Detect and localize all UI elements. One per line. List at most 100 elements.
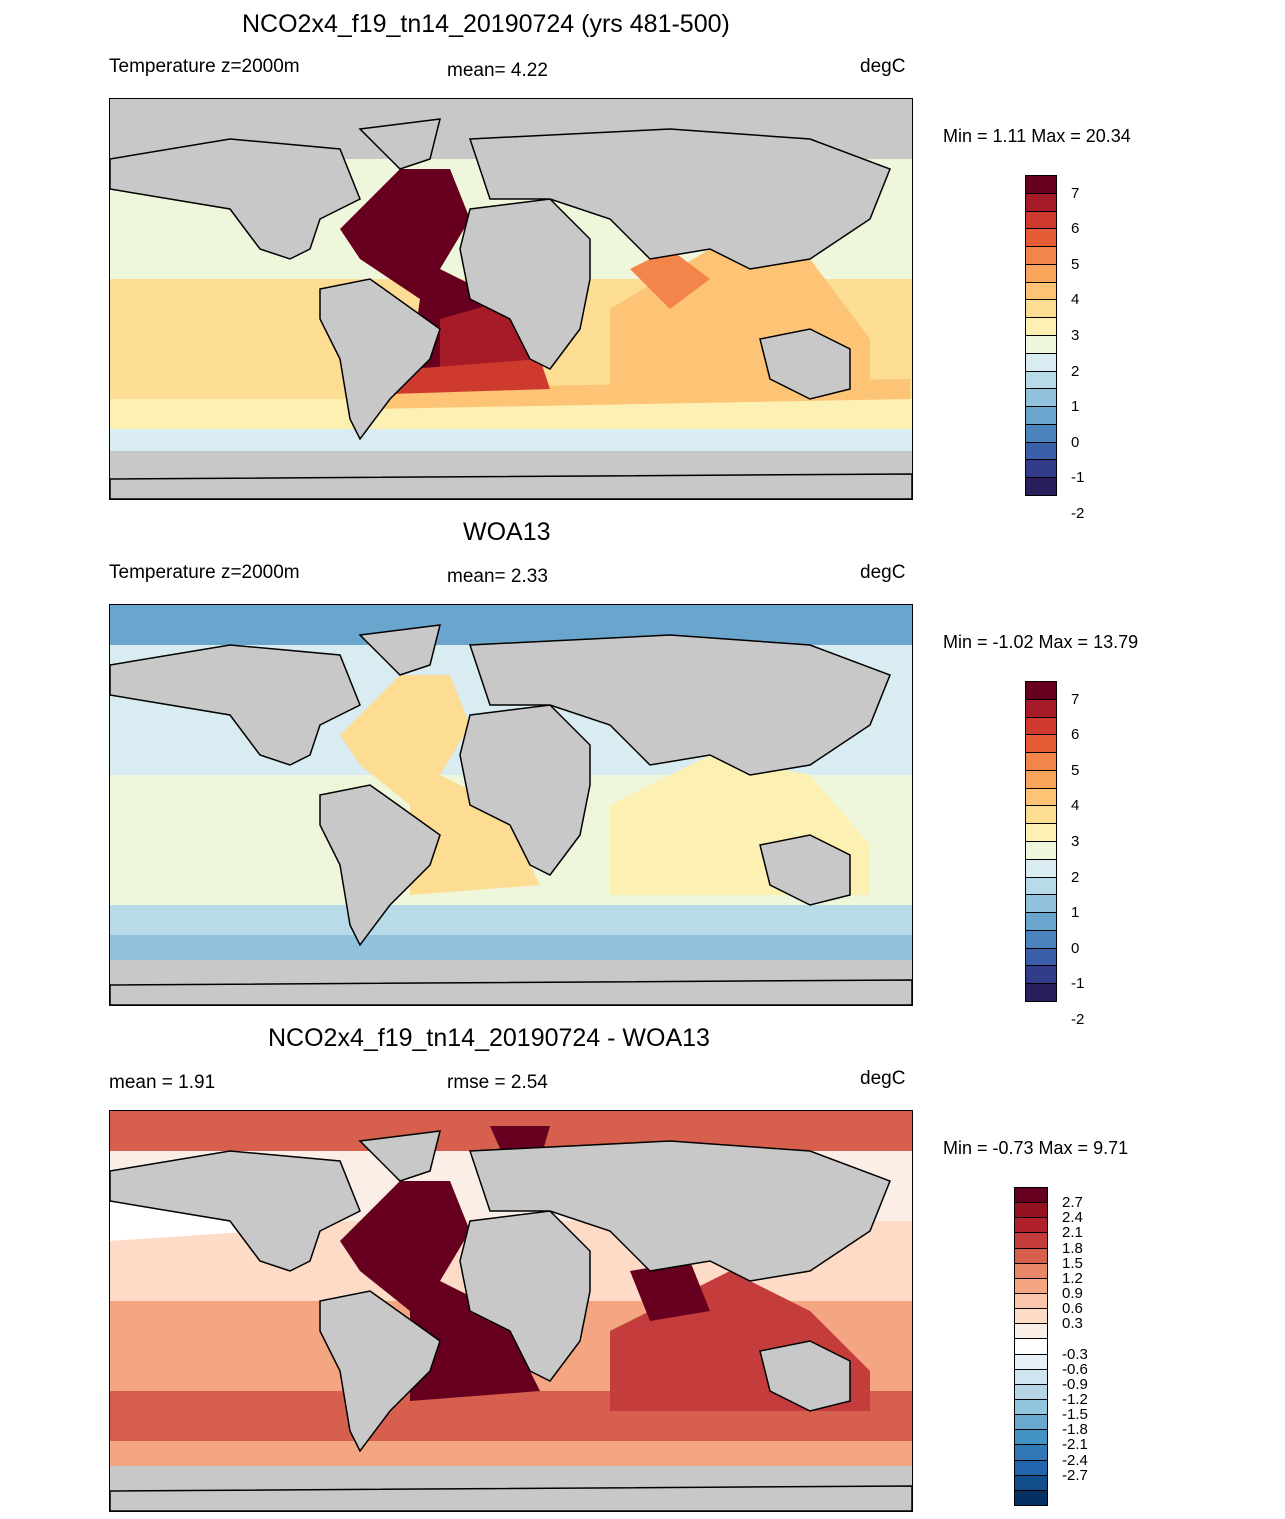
colorbar-swatch	[1025, 716, 1057, 736]
colorbar-tick-label: 1	[1071, 398, 1080, 416]
colorbar-tick-label: -2.4	[1062, 1451, 1088, 1469]
panel2-variable-label: Temperature z=2000m	[109, 562, 300, 583]
colorbar-tick-label: 5	[1071, 761, 1080, 779]
colorbar-tick-label: 1	[1071, 904, 1080, 922]
colorbar-swatch	[1025, 876, 1057, 896]
colorbar-tick-label: -2	[1071, 1010, 1085, 1028]
colorbar-swatch	[1014, 1474, 1048, 1491]
colorbar-tick-label: 0.6	[1062, 1300, 1083, 1318]
colorbar-swatch	[1025, 388, 1057, 408]
colorbar-swatch	[1014, 1489, 1048, 1506]
colorbar-swatch	[1025, 228, 1057, 248]
panel1-colorbar: 7 6 5 4 3 2 1 0 -1 -2	[1025, 175, 1105, 521]
colorbar-swatch	[1025, 769, 1057, 789]
panel1-map	[109, 98, 913, 500]
panel2-minmax-label: Min = -1.02 Max = 13.79	[943, 632, 1139, 652]
panel3-minmax-label: Min = -0.73 Max = 9.71	[943, 1138, 1129, 1158]
colorbar-swatch	[1025, 317, 1057, 336]
colorbar-tick-label: 2	[1071, 362, 1080, 380]
colorbar-swatch	[1014, 1202, 1048, 1219]
panel3-rmse-label: rmse = 2.54	[447, 1072, 548, 1093]
colorbar-tick-label: 2.7	[1062, 1194, 1083, 1212]
colorbar-swatch	[1025, 929, 1057, 949]
panel3-map	[109, 1110, 913, 1512]
colorbar-swatch	[1025, 681, 1057, 700]
colorbar-tick-label: -1.8	[1062, 1421, 1088, 1439]
colorbar-tick-label: 6	[1071, 726, 1080, 744]
panel3-units-label: degC	[860, 1068, 906, 1089]
colorbar-tick-label: 2.1	[1062, 1224, 1083, 1242]
panel1-units-label: degC	[860, 56, 906, 77]
colorbar-tick-label: -2.1	[1062, 1436, 1088, 1454]
colorbar-swatch	[1014, 1444, 1048, 1461]
colorbar-tick-label: -0.9	[1062, 1375, 1088, 1393]
colorbar-swatch	[1025, 441, 1057, 461]
colorbar-swatch	[1025, 983, 1057, 1002]
colorbar-tick-label: 7	[1071, 690, 1080, 708]
colorbar-tick-label: 2	[1071, 868, 1080, 886]
colorbar-tick-label: 1.2	[1062, 1269, 1083, 1287]
colorbar-swatch	[1025, 752, 1057, 771]
colorbar-swatch	[1014, 1368, 1048, 1385]
colorbar-swatch	[1025, 965, 1057, 985]
colorbar-swatch	[1014, 1399, 1048, 1416]
colorbar-tick-label: 4	[1071, 291, 1080, 309]
colorbar-swatch	[1014, 1429, 1048, 1446]
colorbar-swatch	[1014, 1414, 1048, 1431]
colorbar-tick-label: 0	[1071, 939, 1080, 957]
colorbar-swatch	[1014, 1217, 1048, 1234]
colorbar-swatch	[1025, 894, 1057, 914]
colorbar-swatch	[1025, 370, 1057, 390]
panel1-variable-label: Temperature z=2000m	[109, 56, 300, 77]
panel2-mean-label: mean= 2.33	[447, 566, 548, 587]
colorbar-tick-label: 6	[1071, 220, 1080, 238]
colorbar-swatch	[1025, 281, 1057, 301]
panel2-colorbar: 7 6 5 4 3 2 1 0 -1 -2	[1025, 681, 1105, 1027]
colorbar-swatch	[1025, 477, 1057, 496]
colorbar-swatch	[1014, 1308, 1048, 1325]
colorbar-swatch	[1025, 406, 1057, 425]
panel1-minmax-label: Min = 1.11 Max = 20.34	[943, 126, 1131, 146]
colorbar-tick-label: 3	[1071, 327, 1080, 344]
colorbar-tick-label: -2.7	[1062, 1466, 1088, 1484]
panel2-map	[109, 604, 913, 1006]
colorbar-swatch	[1014, 1353, 1048, 1370]
colorbar-swatch	[1025, 210, 1057, 230]
colorbar-swatch	[1025, 299, 1057, 319]
colorbar-swatch	[1025, 192, 1057, 212]
colorbar-swatch	[1025, 734, 1057, 754]
colorbar-swatch	[1014, 1232, 1048, 1249]
colorbar-tick-label: 0.9	[1062, 1285, 1083, 1302]
colorbar-swatch	[1014, 1262, 1048, 1279]
colorbar-tick-label: 2.4	[1062, 1209, 1083, 1227]
colorbar-tick-label: 7	[1071, 184, 1080, 202]
colorbar-tick-label: 1.8	[1062, 1239, 1083, 1257]
colorbar-swatch	[1025, 335, 1057, 354]
colorbar-swatch	[1025, 912, 1057, 931]
colorbar-swatch	[1014, 1187, 1048, 1204]
colorbar-swatch	[1014, 1293, 1048, 1310]
colorbar-tick-label: 5	[1071, 255, 1080, 273]
panel2-units-label: degC	[860, 562, 906, 583]
colorbar-tick-label: 4	[1071, 797, 1080, 815]
colorbar-tick-label: -1	[1071, 975, 1085, 993]
colorbar-swatch	[1014, 1338, 1048, 1355]
colorbar-swatch	[1025, 805, 1057, 825]
colorbar-swatch	[1014, 1277, 1048, 1294]
colorbar-tick-label: 0.3	[1062, 1315, 1083, 1333]
panel3-title: NCO2x4_f19_tn14_20190724 - WOA13	[268, 1024, 710, 1052]
colorbar-tick-label: -0.6	[1062, 1360, 1088, 1378]
colorbar-tick-label: -1.5	[1062, 1406, 1088, 1424]
panel3-mean-label: mean = 1.91	[109, 1072, 216, 1093]
colorbar-tick-label: 3	[1071, 833, 1080, 850]
colorbar-swatch	[1025, 423, 1057, 443]
colorbar-swatch	[1025, 352, 1057, 372]
colorbar-swatch	[1025, 698, 1057, 718]
colorbar-swatch	[1025, 175, 1057, 194]
colorbar-swatch	[1025, 263, 1057, 283]
colorbar-tick-label: 1.5	[1062, 1254, 1083, 1272]
panel3-colorbar: 2.7 2.4 2.1 1.8 1.5 1.2 0.9 0.6 0.3 -0.3 -0.6 -0.9-…	[1014, 1187, 1104, 1506]
colorbar-swatch	[1025, 858, 1057, 878]
colorbar-swatch	[1025, 459, 1057, 479]
colorbar-swatch	[1025, 841, 1057, 860]
